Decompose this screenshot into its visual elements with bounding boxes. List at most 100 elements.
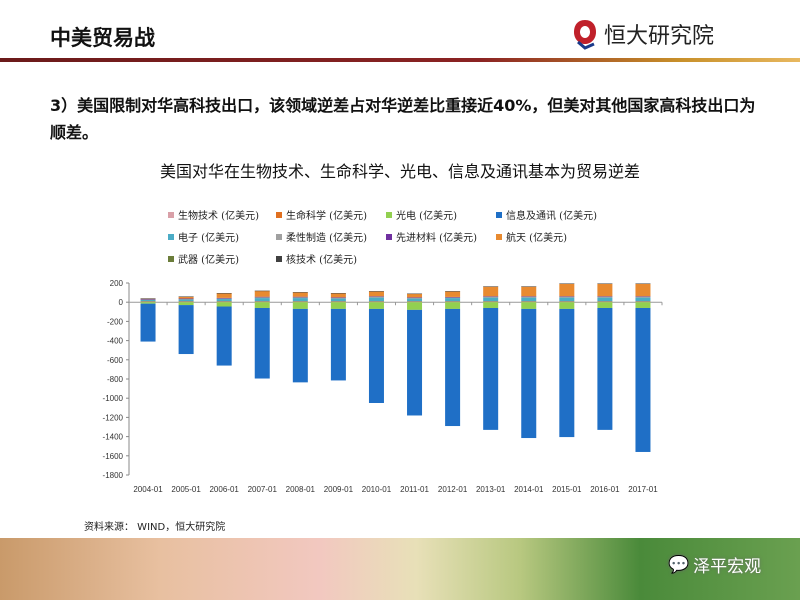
- legend-label: 先进材料 (亿美元): [396, 233, 477, 244]
- legend-item: 电子 (亿美元): [168, 229, 239, 244]
- legend-swatch: [496, 233, 502, 240]
- logo-text: 恒大研究院: [604, 24, 715, 49]
- bar-segment: [445, 301, 461, 302]
- bar-segment: [178, 298, 194, 300]
- bar-segment: [330, 302, 346, 309]
- bar-segment: [597, 283, 613, 297]
- bar-segment: [635, 283, 651, 284]
- bar-segment: [407, 301, 423, 303]
- x-tick-label: 2007-01: [248, 485, 278, 494]
- bar-segment: [521, 286, 537, 287]
- bar-segment: [330, 297, 346, 298]
- bar-segment: [178, 305, 194, 355]
- y-tick-label: -200: [107, 317, 124, 326]
- bar-segment: [292, 308, 308, 383]
- bar-segment: [445, 301, 461, 303]
- bar-segment: [254, 301, 270, 302]
- bar-segment: [292, 296, 308, 298]
- legend-item: 生物技术 (亿美元): [168, 207, 259, 222]
- bar-segment: [292, 292, 308, 293]
- bar-segment: [445, 302, 461, 309]
- bar-segment: [140, 299, 156, 302]
- bar-segment: [254, 298, 270, 302]
- y-tick-label: 200: [110, 279, 124, 288]
- bar-segment: [330, 298, 346, 302]
- y-tick-label: 0: [119, 298, 124, 307]
- bar-segment: [368, 301, 384, 302]
- bar-segment: [368, 296, 384, 298]
- bar-segment: [216, 301, 232, 302]
- bar-segment: [635, 296, 651, 298]
- bar-segment: [483, 301, 499, 303]
- bar-segment: [483, 286, 499, 287]
- bar-segment: [178, 298, 194, 300]
- bar-segment: [597, 296, 613, 297]
- bar-segment: [254, 290, 270, 297]
- footer-banner-image: [0, 538, 800, 600]
- bar-segment: [445, 296, 461, 298]
- bar-segment: [521, 296, 537, 297]
- y-tick-label: -1200: [103, 413, 124, 422]
- bar-segment: [521, 297, 537, 302]
- header-divider: [0, 58, 800, 62]
- bar-segment: [216, 302, 232, 307]
- legend-swatch: [168, 233, 174, 240]
- bar-segment: [140, 302, 156, 304]
- legend-label: 武器 (亿美元): [178, 255, 239, 266]
- wechat-icon: 💬: [668, 554, 690, 575]
- bar-segment: [559, 301, 575, 303]
- bar-segment: [559, 297, 575, 302]
- bar-segment: [216, 306, 232, 366]
- bar-segment: [292, 292, 308, 297]
- bar-segment: [445, 297, 461, 299]
- bar-segment: [521, 286, 537, 297]
- body-paragraph: 3）美国限制对华高科技出口，该领域逆差占对华逆差比重接近40%，但美对其他国家高…: [50, 96, 756, 142]
- bar-segment: [635, 302, 651, 308]
- bar-segment: [521, 308, 537, 439]
- x-tick-label: 2005-01: [171, 485, 201, 494]
- y-tick-label: -800: [107, 375, 124, 384]
- legend-label: 生命科学 (亿美元): [286, 211, 367, 222]
- bar-segment: [483, 302, 499, 308]
- legend-label: 光电 (亿美元): [396, 211, 457, 222]
- bar-segment: [635, 296, 651, 297]
- bar-segment: [597, 297, 613, 302]
- bar-segment: [178, 296, 194, 299]
- logo-icon: [574, 20, 596, 50]
- bar-segment: [597, 296, 613, 298]
- x-tick-label: 2008-01: [286, 485, 316, 494]
- bar-segment: [330, 297, 346, 299]
- bar-segment: [178, 301, 194, 303]
- bar-segment: [368, 296, 384, 297]
- legend-item: 核技术 (亿美元): [276, 251, 357, 266]
- bar-segment: [292, 298, 308, 302]
- x-tick-label: 2010-01: [362, 485, 392, 494]
- x-tick-label: 2016-01: [590, 485, 620, 494]
- bar-segment: [178, 301, 194, 302]
- x-tick-label: 2013-01: [476, 485, 506, 494]
- bar-segment: [216, 293, 232, 298]
- legend-swatch: [168, 211, 174, 218]
- legend-swatch: [386, 233, 392, 240]
- watermark: 💬 泽平宏观: [668, 552, 762, 578]
- bar-segment: [330, 293, 346, 294]
- bar-segment: [368, 308, 384, 403]
- bar-segment: [330, 293, 346, 298]
- bar-segment: [407, 302, 423, 310]
- slide-title: 中美贸易战: [50, 26, 155, 50]
- bar-segment: [368, 291, 384, 297]
- bar-segment: [597, 307, 613, 430]
- legend-label: 柔性制造 (亿美元): [286, 233, 367, 244]
- bar-segment: [216, 297, 232, 299]
- bar-segment: [521, 301, 537, 303]
- bar-segment: [254, 301, 270, 303]
- bar-segment: [407, 293, 423, 295]
- bar-segment: [292, 301, 308, 302]
- bar-segment: [368, 291, 384, 292]
- bar-segment: [559, 283, 575, 297]
- bar-segment: [483, 296, 499, 298]
- bar-segment: [559, 302, 575, 309]
- bar-segment: [292, 296, 308, 299]
- watermark-text: 泽平宏观: [693, 557, 762, 577]
